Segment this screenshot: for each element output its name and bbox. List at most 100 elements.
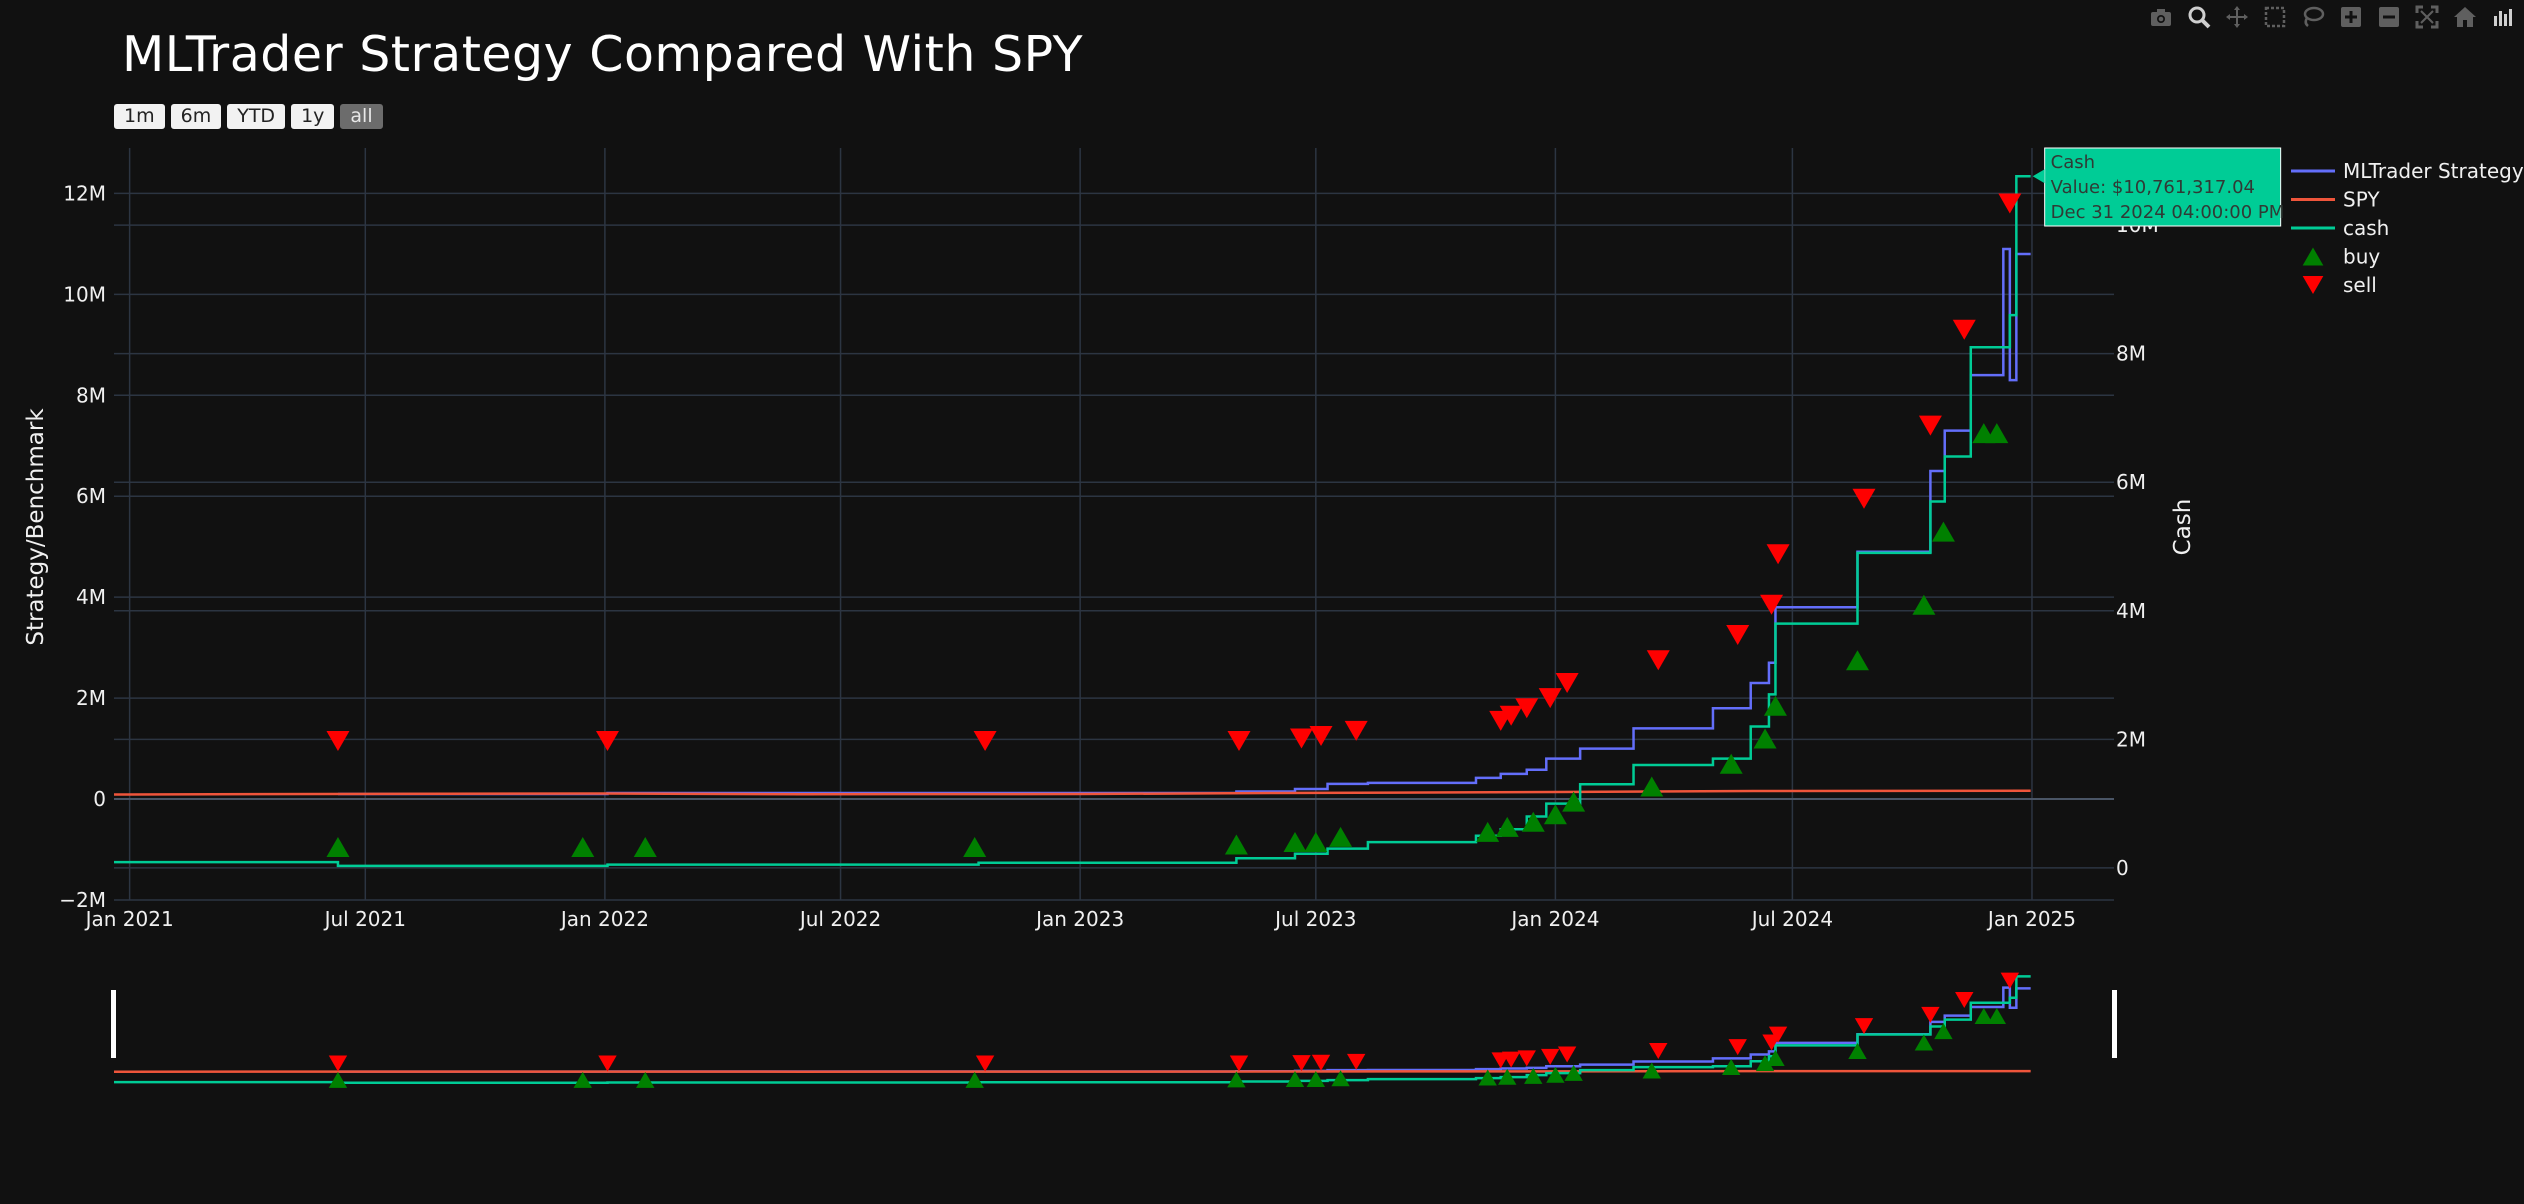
range-slider-left-handle[interactable] [111, 990, 116, 1058]
buy-marker[interactable] [1985, 423, 2009, 444]
buy-marker[interactable] [1931, 521, 1955, 542]
zoom-icon[interactable] [2186, 4, 2212, 30]
range-button-all[interactable]: all [340, 104, 383, 129]
y-tick-label: 2M [76, 686, 106, 710]
buy-marker[interactable] [1562, 791, 1586, 812]
reset-axes-icon[interactable] [2452, 4, 2478, 30]
y2-tick-label: 8M [2116, 342, 2146, 366]
sell-marker[interactable] [1227, 731, 1251, 752]
buy-marker[interactable] [1304, 831, 1328, 852]
zoom-out-icon[interactable] [2376, 4, 2402, 30]
y-tick-label: 0 [93, 787, 106, 811]
pan-icon[interactable] [2224, 4, 2250, 30]
camera-icon[interactable] [2148, 4, 2174, 30]
mltrader-strategy-line[interactable] [337, 247, 2031, 796]
range-slider-buy-marker [1974, 1007, 1993, 1024]
legend: MLTrader Strategy SPY cash buy sell [2291, 159, 2524, 297]
y-tick-label: 10M [63, 282, 106, 306]
legend-label[interactable]: MLTrader Strategy [2343, 159, 2524, 183]
range-slider[interactable] [111, 960, 2117, 1100]
x-tick-label: Jul 2024 [1750, 907, 1833, 931]
sell-marker[interactable] [1918, 415, 1942, 436]
sell-marker[interactable] [973, 731, 997, 752]
range-slider-right-handle[interactable] [2112, 990, 2117, 1058]
buy-marker[interactable] [633, 837, 657, 858]
range-slider-buy-marker [328, 1071, 348, 1088]
range-slider-buy-marker [1721, 1058, 1741, 1075]
buy-marker[interactable] [1283, 831, 1307, 852]
hover-line: Dec 31 2024 04:00:00 PM [2051, 202, 2285, 223]
range-button-ytd[interactable]: YTD [227, 104, 286, 129]
buy-marker[interactable] [1719, 753, 1743, 774]
sell-marker[interactable] [1760, 594, 1784, 615]
legend-label[interactable]: sell [2343, 273, 2377, 297]
buy-marker[interactable] [1845, 650, 1869, 671]
buy-marker[interactable] [1476, 821, 1500, 842]
buy-marker[interactable] [326, 837, 350, 858]
sell-marker[interactable] [1646, 650, 1670, 671]
sell-marker[interactable] [326, 731, 350, 752]
sell-marker[interactable] [1952, 319, 1976, 340]
buy-marker[interactable] [963, 837, 987, 858]
y-axis-title: Strategy/Benchmark [23, 408, 49, 646]
sell-marker[interactable] [1499, 705, 1523, 726]
sell-marker[interactable] [1726, 625, 1750, 646]
buy-marker[interactable] [1543, 804, 1567, 825]
zoom-in-icon[interactable] [2338, 4, 2364, 30]
buy-marker[interactable] [1495, 816, 1519, 837]
range-slider-sell-marker [1517, 1050, 1536, 1067]
sell-marker[interactable] [1538, 688, 1562, 709]
sell-marker[interactable] [1515, 698, 1539, 719]
buy-marker[interactable] [1763, 695, 1787, 716]
range-slider-buy-marker [1227, 1071, 1246, 1088]
sell-marker[interactable] [1766, 544, 1790, 565]
autoscale-icon[interactable] [2414, 4, 2440, 30]
range-button-1y[interactable]: 1y [291, 104, 335, 129]
range-slider-sell-marker [1229, 1055, 1249, 1072]
modebar [2148, 4, 2516, 30]
sell-marker[interactable] [1555, 672, 1579, 693]
sell-marker[interactable] [1309, 725, 1333, 746]
buy-marker[interactable] [1912, 594, 1936, 615]
sell-marker[interactable] [1998, 193, 2022, 214]
chart-title: MLTrader Strategy Compared With SPY [122, 26, 1084, 83]
range-slider-sell-marker [1649, 1043, 1668, 1060]
spy-line[interactable] [113, 789, 2031, 796]
range-button-1m[interactable]: 1m [114, 104, 165, 129]
buy-marker[interactable] [1329, 826, 1353, 847]
sell-marker[interactable] [1344, 720, 1368, 741]
legend-label[interactable]: cash [2343, 216, 2389, 240]
plotly-logo-icon[interactable] [2490, 4, 2516, 30]
hover-line: Value: $10,761,317.04 [2051, 177, 2255, 198]
range-slider-bg [114, 960, 2114, 1100]
y-tick-label: 6M [76, 484, 106, 508]
legend-label[interactable]: SPY [2343, 188, 2380, 212]
range-slider-buy-marker [1755, 1055, 1775, 1072]
range-slider-sell-marker [1292, 1055, 1311, 1072]
lasso-select-icon[interactable] [2300, 4, 2326, 30]
range-slider-buy-marker [1987, 1007, 2007, 1024]
plot-area[interactable] [113, 174, 2031, 868]
y-tick-label: 8M [76, 383, 106, 407]
cash-line[interactable] [114, 174, 2031, 868]
buy-marker[interactable] [1753, 728, 1777, 749]
box-select-icon[interactable] [2262, 4, 2288, 30]
range-slider-buy-marker [1914, 1034, 1934, 1051]
sell-marker[interactable] [595, 731, 619, 752]
gridlines [114, 148, 2114, 901]
buy-marker[interactable] [571, 837, 595, 858]
range-button-6m[interactable]: 6m [170, 104, 222, 129]
buy-marker[interactable] [1521, 811, 1545, 832]
sell-marker[interactable] [1290, 728, 1313, 749]
range-slider-sell-marker [1346, 1053, 1366, 1070]
legend-label[interactable]: buy [2343, 245, 2380, 269]
x-tick-label: Jul 2021 [323, 907, 406, 931]
range-slider-buy-marker [636, 1071, 655, 1088]
buy-marker[interactable] [1640, 776, 1664, 797]
buy-marker[interactable] [1224, 834, 1248, 855]
range-slider-sell-marker [1921, 1006, 1940, 1023]
y2-tick-label: 4M [2116, 599, 2146, 623]
sell-marker[interactable] [1852, 488, 1876, 509]
range-slider-sell-marker [1768, 1026, 1788, 1043]
y-tick-label: 12M [63, 181, 106, 205]
